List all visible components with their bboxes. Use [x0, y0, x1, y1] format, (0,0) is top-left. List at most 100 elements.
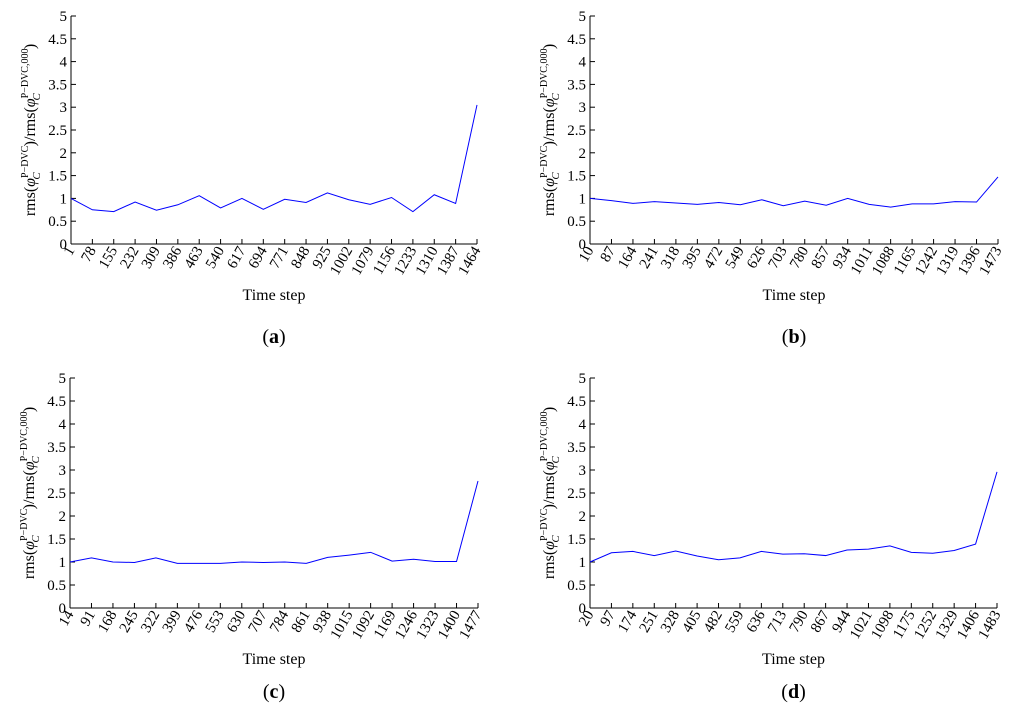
y-tick-label: 0.5 [47, 578, 66, 594]
y-axis-title-part: P−DVC [539, 508, 550, 541]
y-tick-label: 0 [579, 601, 587, 617]
y-axis-title-part: )/rms( [541, 107, 558, 146]
x-tick-label: 399 [160, 608, 185, 635]
x-tick-label: 703 [766, 244, 791, 271]
panel-label: (c) [263, 681, 285, 703]
x-tick-label: 318 [658, 244, 683, 271]
y-axis-title-part: C [550, 535, 562, 543]
x-tick-label: 395 [680, 244, 705, 271]
x-tick-label: 784 [267, 608, 292, 636]
y-axis-title-part: )/rms( [21, 470, 38, 509]
y-axis-title-part: )/rms( [22, 107, 39, 146]
x-tick-label: 174 [615, 608, 640, 636]
y-tick-label: 3 [579, 463, 587, 479]
panel-letter: b [788, 326, 799, 348]
y-tick-label: 4 [579, 55, 587, 71]
y-axis-title-part: φ [22, 178, 39, 187]
y-axis-title-part: ) [21, 407, 38, 412]
x-tick-label: 540 [203, 244, 228, 271]
x-tick-label: 245 [117, 608, 142, 635]
x-tick-label: 309 [139, 244, 164, 271]
y-tick-label: 2 [60, 146, 68, 162]
y-tick-label: 2 [579, 509, 587, 525]
y-tick-label: 3 [579, 100, 587, 116]
y-axis-title-part: P−DVC,000 [20, 49, 31, 99]
y-axis-title-part: rms( [541, 187, 558, 216]
x-tick-label: 91 [78, 608, 99, 629]
y-tick-label: 4 [579, 417, 587, 433]
x-tick-label: 626 [744, 244, 769, 272]
y-tick-label: 1 [579, 191, 587, 207]
x-tick-label: 857 [809, 244, 834, 272]
x-tick-label: 790 [787, 608, 812, 635]
y-axis-title-part: φ [541, 461, 558, 470]
y-tick-label: 2 [59, 509, 67, 525]
x-tick-label: 168 [95, 608, 120, 635]
y-tick-label: 0 [579, 237, 587, 253]
x-tick-label: 20 [576, 608, 597, 629]
y-axis-title-part: ) [22, 44, 39, 49]
x-tick-label: 1098 [869, 608, 898, 642]
y-tick-label: 2.5 [567, 123, 586, 139]
y-axis-title-part: P−DVC,000 [539, 412, 550, 462]
panel-letter: d [788, 681, 799, 703]
x-tick-label: 549 [723, 244, 748, 271]
x-tick-label: 241 [637, 244, 662, 271]
x-tick-label: 707 [246, 608, 271, 636]
x-tick-label: 861 [289, 608, 314, 635]
y-axis-title-part: ) [541, 407, 558, 412]
panel-letter: a [269, 326, 279, 348]
x-tick-label: 636 [744, 608, 769, 636]
y-tick-label: 0 [59, 601, 67, 617]
x-tick-label: 694 [246, 244, 271, 272]
y-axis-title-part: φ [21, 461, 38, 470]
x-tick-label: 1088 [869, 244, 898, 278]
panel-label: (d) [781, 681, 805, 703]
x-tick-label: 1092 [349, 608, 378, 642]
y-tick-label: 3.5 [47, 440, 66, 456]
x-tick-label: 630 [224, 608, 249, 635]
y-tick-label: 1 [60, 191, 68, 207]
y-axis-title-part: P−DVC [539, 145, 550, 178]
series-line [69, 480, 479, 564]
y-tick-label: 1.5 [567, 169, 586, 185]
y-axis-title-part: C [31, 172, 43, 180]
y-tick-label: 0.5 [567, 214, 586, 230]
y-axis-title-part: C [30, 535, 42, 543]
x-tick-label: 78 [78, 244, 99, 265]
y-tick-label: 3.5 [567, 77, 586, 93]
x-tick-label: 1477 [457, 608, 486, 642]
y-tick-label: 5 [60, 9, 68, 25]
x-tick-label: 1483 [976, 608, 1005, 642]
panel-label: (b) [782, 326, 806, 348]
y-tick-label: 4 [59, 417, 67, 433]
panel-letter: c [270, 681, 279, 703]
x-tick-label: 713 [765, 608, 790, 635]
x-tick-label: 482 [701, 608, 726, 635]
y-tick-label: 2.5 [48, 123, 67, 139]
x-axis-title: Time step [243, 651, 306, 668]
y-tick-label: 3 [60, 100, 68, 116]
y-tick-label: 1.5 [48, 169, 67, 185]
x-tick-label: 1464 [456, 244, 485, 278]
x-tick-label: 251 [637, 608, 662, 635]
panel-a: 00.511.522.533.544.551 781552323093864635… [20, 9, 485, 348]
y-axis-title-part: C [550, 93, 562, 101]
series-line [70, 104, 478, 213]
y-axis-title-part: φ [541, 178, 558, 187]
x-tick-label: 164 [615, 244, 640, 272]
y-tick-label: 5 [579, 9, 587, 25]
y-axis-title-part: P−DVC,000 [539, 49, 550, 99]
x-tick-label: 848 [288, 244, 313, 271]
y-axis-title-part: φ [541, 541, 558, 550]
y-axis-title-part: φ [21, 541, 38, 550]
y-axis-title-part: C [550, 172, 562, 180]
y-tick-label: 5 [59, 371, 67, 387]
y-tick-label: 2.5 [47, 486, 66, 502]
y-axis-title-part: φ [22, 98, 39, 107]
y-tick-label: 4.5 [567, 394, 586, 410]
x-tick-label: 1400 [435, 608, 464, 642]
